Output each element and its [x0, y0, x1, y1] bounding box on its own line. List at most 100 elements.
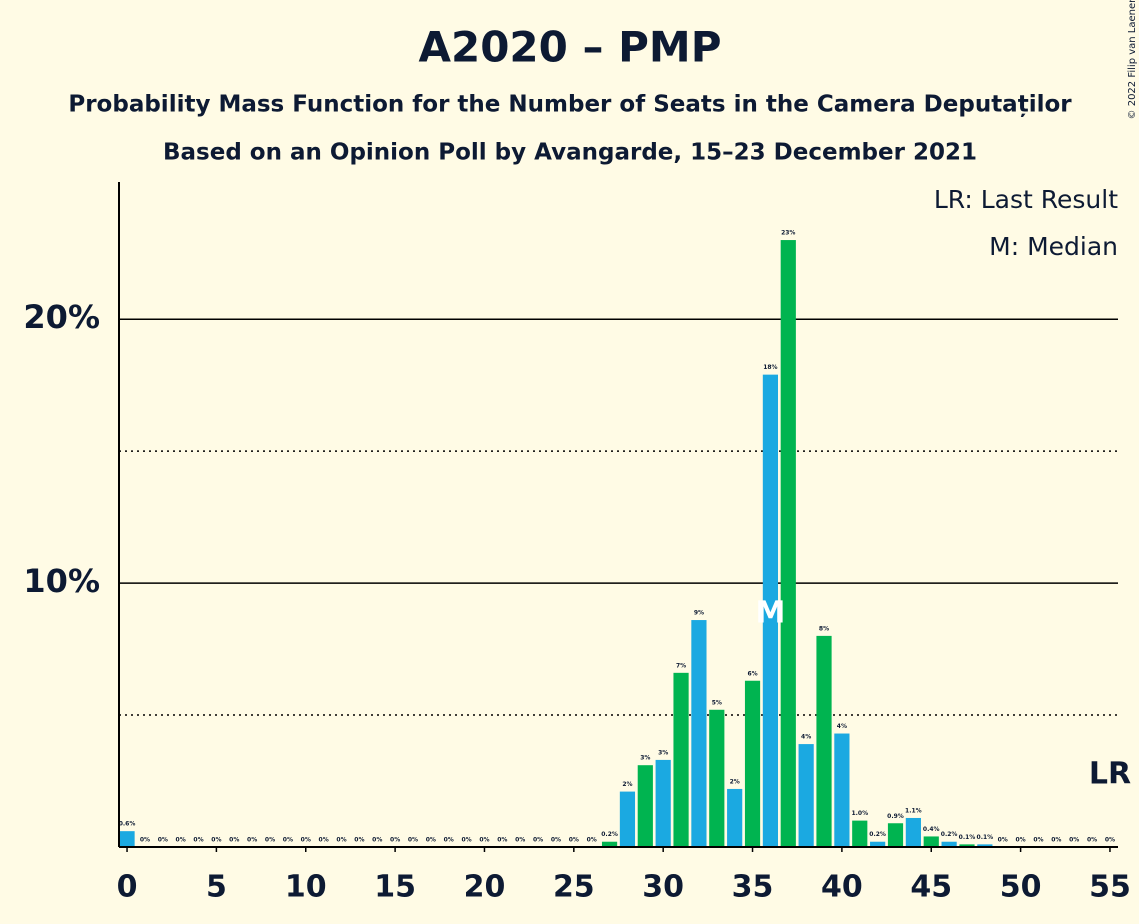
chart-subtitle: Probability Mass Function for the Number… [68, 92, 1072, 118]
data-label: 0% [301, 837, 311, 844]
data-label: 0.2% [869, 831, 886, 838]
data-label: 2% [622, 781, 632, 788]
data-label: 0% [319, 837, 329, 844]
legend-bg [929, 183, 1123, 216]
median-marker: M [755, 596, 785, 631]
data-label: 0.2% [941, 831, 958, 838]
data-label: 0% [479, 837, 489, 844]
x-tick-label: 0 [117, 870, 138, 905]
bar [727, 788, 743, 847]
bar [905, 817, 921, 847]
bar [852, 820, 868, 847]
data-label: 0% [533, 837, 543, 844]
data-label: 0% [408, 837, 418, 844]
chart-title: A2020 – PMP [418, 23, 721, 72]
data-label: 0% [1105, 837, 1115, 844]
data-label: 8% [819, 625, 829, 632]
data-label: 0% [247, 837, 257, 844]
bar [619, 791, 636, 847]
bar [673, 672, 689, 847]
x-tick-label: 25 [553, 870, 595, 905]
bar [655, 759, 671, 847]
data-label: 0% [283, 837, 293, 844]
data-label: 5% [712, 699, 722, 706]
data-label: 0% [176, 837, 186, 844]
data-label: 2% [730, 778, 740, 785]
data-label: 0% [158, 837, 168, 844]
data-label: 0.1% [959, 834, 976, 841]
data-label: 0% [551, 837, 561, 844]
data-label: 0% [229, 837, 239, 844]
data-label: 0% [265, 837, 275, 844]
data-label: 18% [763, 364, 777, 371]
data-label: 0% [211, 837, 221, 844]
data-label: 23% [781, 230, 795, 237]
x-tick-label: 30 [642, 870, 684, 905]
y-tick-label: 20% [23, 298, 100, 336]
bar [744, 680, 761, 847]
chart-subtitle: Based on an Opinion Poll by Avangarde, 1… [163, 140, 977, 166]
data-label: 0% [1016, 837, 1026, 844]
bar [119, 831, 135, 847]
data-label: 1.0% [851, 810, 868, 817]
data-label: 0% [140, 837, 150, 844]
data-label: 0% [1069, 837, 1079, 844]
data-label: 0% [444, 837, 454, 844]
data-label: 6% [747, 670, 757, 677]
data-label: 4% [801, 734, 811, 741]
legend-bg [985, 230, 1122, 263]
data-label: 0% [390, 837, 400, 844]
data-label: 0% [497, 837, 507, 844]
data-label: 7% [676, 662, 686, 669]
data-label: 1.1% [905, 807, 922, 814]
data-label: 0.1% [977, 834, 994, 841]
data-label: 0% [998, 837, 1008, 844]
bar [601, 841, 618, 847]
data-label: 0% [587, 837, 597, 844]
data-label: 0.4% [923, 826, 940, 833]
data-label: 9% [694, 610, 704, 617]
data-label: 3% [658, 749, 668, 756]
x-tick-label: 50 [1000, 870, 1042, 905]
data-label: 0% [372, 837, 382, 844]
bar [977, 844, 993, 847]
data-label: 0% [569, 837, 579, 844]
data-label: 0% [336, 837, 346, 844]
x-tick-label: 55 [1089, 870, 1131, 905]
legend-entry: M: Median [989, 232, 1118, 261]
data-label: 3% [640, 755, 650, 762]
x-tick-label: 5 [206, 870, 227, 905]
bar [941, 841, 957, 847]
bar [798, 744, 814, 847]
x-tick-label: 10 [285, 870, 327, 905]
bar [691, 620, 707, 847]
data-label: 0% [426, 837, 436, 844]
data-label: 0% [462, 837, 472, 844]
data-label: 0% [354, 837, 364, 844]
bar [834, 733, 850, 847]
x-tick-label: 15 [374, 870, 416, 905]
x-tick-label: 20 [464, 870, 506, 905]
legend-entry: LR: Last Result [934, 185, 1118, 214]
bar [816, 635, 832, 847]
bar [870, 841, 886, 847]
bar [637, 765, 653, 847]
bar [887, 823, 904, 847]
x-tick-label: 35 [732, 870, 774, 905]
data-label: 0.9% [887, 813, 904, 820]
x-tick-label: 45 [910, 870, 952, 905]
data-label: 0% [1051, 837, 1061, 844]
data-label: 0% [193, 837, 203, 844]
bar [923, 836, 939, 847]
bar [959, 844, 975, 847]
last-result-marker: LR [1089, 757, 1131, 792]
y-tick-label: 10% [23, 562, 100, 600]
data-label: 0% [515, 837, 525, 844]
data-label: 0% [1087, 837, 1097, 844]
bar [709, 709, 725, 847]
data-label: 4% [837, 723, 847, 730]
bar [780, 240, 796, 848]
bar [762, 374, 779, 847]
